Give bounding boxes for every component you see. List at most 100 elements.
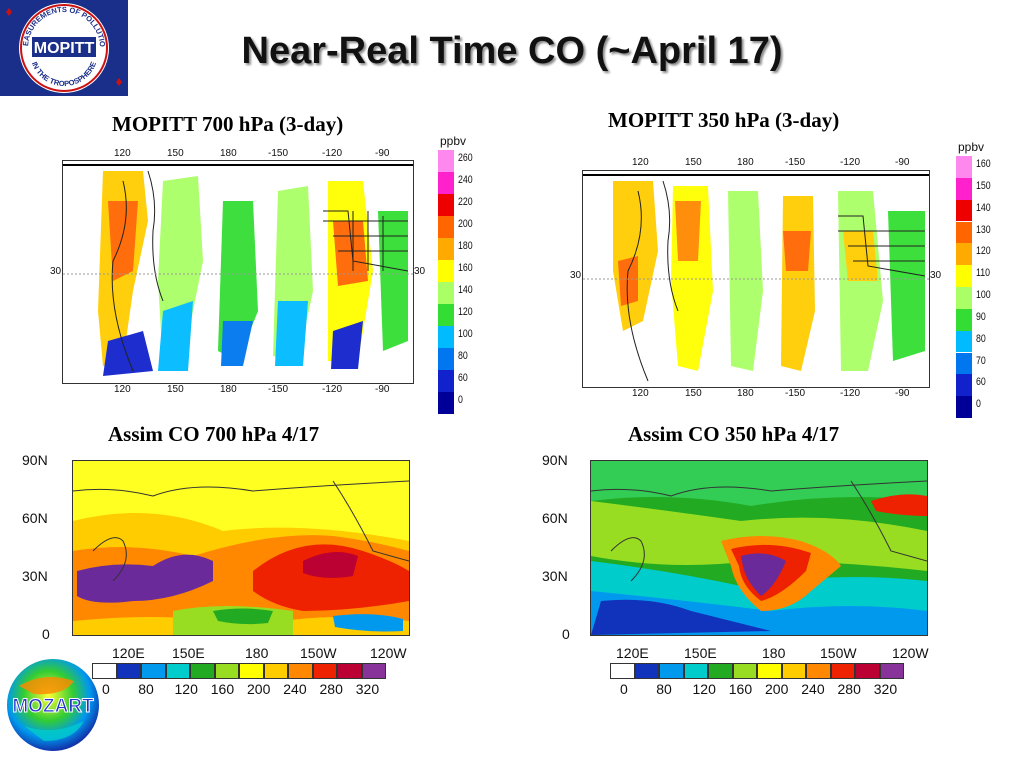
lon-tick: -90: [895, 388, 910, 399]
lon-tick: 120: [632, 157, 649, 168]
lon-tick: -120: [322, 384, 343, 395]
colorbar-label: 160: [728, 681, 753, 697]
colorbar-swatch: [956, 330, 972, 353]
colorbar-label: 120: [174, 681, 198, 697]
mopitt700-map: [62, 160, 414, 384]
colorbar-swatch: [438, 260, 454, 282]
colorbar-swatch: [757, 663, 782, 679]
lon-tick: 180: [762, 645, 786, 661]
colorbar-swatch: [190, 663, 215, 679]
colorbar-label: 240: [283, 681, 307, 697]
lat-tick: 30N: [22, 568, 48, 584]
colorbar-swatch: [956, 199, 972, 222]
lat-tick: 90N: [542, 452, 568, 468]
colorbar-swatch: [438, 216, 454, 238]
lon-tick: 150E: [172, 645, 205, 661]
assim700-colorbar-labels: 0 80 120 160 200 240 280 320: [96, 681, 396, 699]
lon-tick: 120E: [616, 645, 649, 661]
colorbar-label: 160: [976, 158, 991, 170]
colorbar-label: 90: [976, 310, 986, 323]
lat-tick: 60N: [542, 510, 568, 526]
colorbar-label: 100: [976, 289, 991, 301]
colorbar-label: 320: [355, 681, 380, 697]
colorbar-swatch: [830, 663, 855, 679]
colorbar-swatch: [610, 663, 635, 679]
colorbar-label: 110: [976, 267, 991, 280]
assim350-map: [590, 460, 928, 636]
colorbar-label: 120: [976, 245, 991, 258]
colorbar-label: 240: [801, 681, 825, 697]
mozart-logo: MOZART: [4, 656, 102, 754]
lon-tick: 150W: [300, 645, 337, 661]
colorbar-label: 80: [976, 332, 986, 345]
colorbar-swatch: [438, 348, 454, 370]
colorbar-swatch: [361, 663, 386, 679]
mopitt-logo: MEASUREMENTS OF POLLUTION IN THE TROPOSP…: [0, 0, 128, 96]
assim700-map: [72, 460, 410, 636]
lat-tick: 90N: [22, 452, 48, 468]
lon-tick: 150W: [820, 645, 857, 661]
colorbar-swatch: [312, 663, 337, 679]
colorbar-label: 120: [692, 681, 716, 697]
colorbar-swatch: [956, 156, 972, 178]
colorbar-swatch: [732, 663, 757, 679]
lon-tick: -90: [895, 157, 910, 168]
colorbar-label: 200: [765, 681, 789, 697]
lon-tick: -150: [268, 148, 289, 159]
assim700-colorbar: [92, 663, 386, 679]
mopitt350-map: [582, 170, 930, 388]
lon-tick: 180: [245, 645, 269, 661]
colorbar-label: 260: [458, 152, 473, 164]
colorbar-label: 240: [458, 174, 473, 186]
colorbar-swatch: [956, 396, 972, 418]
colorbar-swatch: [165, 663, 190, 679]
mopitt-logo-text: MOPITT: [34, 40, 95, 57]
lon-tick: 180: [220, 148, 237, 159]
lon-tick: -120: [840, 157, 861, 168]
colorbar-swatch: [879, 663, 904, 679]
lon-tick: 150: [685, 388, 702, 399]
colorbar-swatch: [288, 663, 313, 679]
mopitt700-caption: MOPITT 700 hPa (3-day): [112, 112, 344, 136]
mopitt350-unit: ppbv: [958, 140, 985, 154]
lon-tick: -90: [375, 148, 390, 159]
colorbar-swatch: [263, 663, 288, 679]
lon-tick: -120: [840, 388, 861, 399]
colorbar-label: 150: [976, 179, 991, 192]
mopitt700-colorbar: 260 240 220 200 180 160 140 120 100 80 60 0: [438, 150, 473, 414]
colorbar-swatch: [708, 663, 733, 679]
colorbar-swatch: [337, 663, 362, 679]
colorbar-label: 120: [458, 306, 473, 318]
lon-tick: -150: [268, 384, 289, 395]
colorbar-label: 0: [458, 394, 463, 406]
colorbar-label: 220: [458, 196, 473, 208]
colorbar-label: 130: [976, 223, 991, 236]
lon-tick: -150: [785, 388, 806, 399]
lon-tick: 180: [737, 388, 754, 399]
colorbar-label: 280: [319, 681, 343, 697]
lon-tick: 150: [685, 157, 702, 168]
colorbar-swatch: [141, 663, 166, 679]
colorbar-swatch: [956, 177, 972, 200]
lon-tick: -90: [375, 384, 390, 395]
colorbar-swatch: [956, 243, 972, 266]
page-title: Near-Real Time CO (~April 17): [241, 30, 783, 72]
lon-tick: 120E: [112, 645, 145, 661]
lat-tick: 30: [414, 266, 426, 277]
lat-tick: 60N: [22, 510, 48, 526]
lat-tick: 30: [50, 266, 62, 277]
lon-tick: 120: [114, 384, 131, 395]
assim350-colorbar-labels: 0 80 120 160 200 240 280 320: [614, 681, 914, 699]
colorbar-swatch: [806, 663, 831, 679]
mozart-logo-text: MOZART: [12, 696, 94, 717]
colorbar-label: 140: [976, 201, 991, 214]
colorbar-swatch: [438, 370, 454, 392]
lon-tick: -120: [322, 148, 343, 159]
colorbar-swatch: [438, 150, 454, 172]
lat-tick: 0: [42, 626, 50, 642]
colorbar-swatch: [956, 352, 972, 375]
colorbar-swatch: [956, 374, 972, 397]
colorbar-swatch: [781, 663, 806, 679]
lon-tick: 180: [737, 157, 754, 168]
assim700-caption: Assim CO 700 hPa 4/17: [108, 422, 320, 446]
